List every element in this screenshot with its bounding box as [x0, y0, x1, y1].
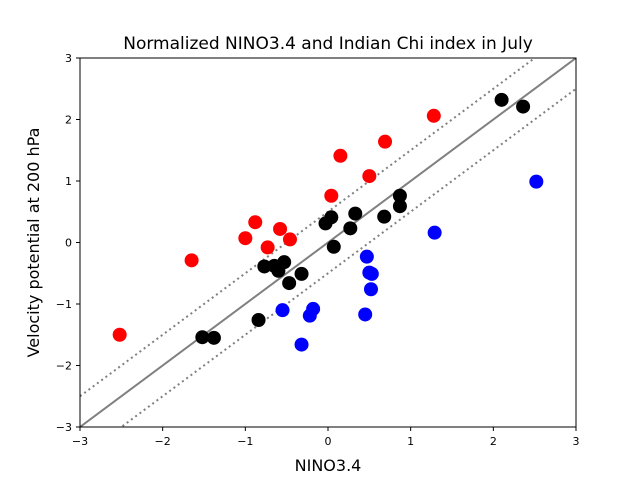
data-point-series1-10 [324, 210, 339, 225]
data-point-series0-6 [282, 232, 297, 247]
x-tick-label: 0 [325, 435, 332, 448]
y-tick-label: −2 [56, 360, 72, 373]
data-point-series0-7 [324, 188, 339, 203]
data-point-series1-15 [392, 188, 407, 203]
data-point-series2-3 [306, 301, 321, 316]
dotted-reference-line-2 [119, 87, 576, 427]
fit-line [80, 58, 576, 427]
data-point-series0-11 [426, 108, 441, 123]
data-point-series0-10 [378, 134, 393, 149]
data-point-series0-9 [362, 169, 377, 184]
data-point-series1-2 [251, 312, 266, 327]
data-point-series0-1 [184, 253, 199, 268]
data-point-series2-5 [359, 249, 374, 264]
data-point-series1-11 [326, 239, 341, 254]
data-point-series1-13 [348, 206, 363, 221]
x-tick-label: 3 [573, 435, 580, 448]
y-tick-label: −3 [56, 421, 72, 434]
x-tick-label: −3 [72, 435, 88, 448]
y-tick-label: 2 [65, 114, 72, 127]
data-point-series1-0 [195, 330, 210, 345]
data-point-series2-1 [294, 337, 309, 352]
x-tick-label: 1 [407, 435, 414, 448]
x-axis-label: NINO3.4 [295, 456, 362, 475]
plot-area [80, 58, 576, 427]
axis-ticks: −3 −2 −1 0 1 2 3 −3 −2 −1 0 1 2 3 [56, 52, 580, 448]
data-point-series0-4 [260, 240, 275, 255]
data-point-series1-17 [494, 92, 509, 107]
data-point-series2-9 [427, 225, 442, 240]
y-tick-label: 0 [65, 237, 72, 250]
data-point-series1-8 [294, 266, 309, 281]
data-point-series2-7 [363, 282, 378, 297]
data-point-series1-7 [282, 276, 297, 291]
data-point-series2-0 [275, 303, 290, 318]
x-tick-label: −1 [237, 435, 253, 448]
data-point-series2-8 [364, 266, 379, 281]
data-point-series1-14 [377, 209, 392, 224]
data-point-series1-18 [516, 99, 531, 114]
data-point-series2-10 [529, 174, 544, 189]
data-point-series1-1 [206, 330, 221, 345]
data-point-series0-3 [248, 215, 263, 230]
x-tick-label: −2 [155, 435, 171, 448]
y-axis-label: Velocity potential at 200 hPa [24, 128, 43, 358]
y-tick-label: −1 [56, 298, 72, 311]
data-point-series1-12 [343, 221, 358, 236]
data-point-series0-5 [273, 221, 288, 236]
data-point-series1-3 [257, 259, 272, 274]
data-point-series0-8 [333, 148, 348, 163]
data-point-series1-6 [277, 255, 292, 270]
data-point-series0-2 [238, 231, 253, 246]
chart-title: Normalized NINO3.4 and Indian Chi index … [123, 34, 533, 54]
data-point-series0-0 [112, 327, 127, 342]
data-point-series2-4 [358, 307, 373, 322]
y-tick-label: 1 [65, 175, 72, 188]
x-tick-label: 2 [490, 435, 497, 448]
data-point-series1-16 [392, 199, 407, 214]
y-tick-label: 3 [65, 52, 72, 65]
